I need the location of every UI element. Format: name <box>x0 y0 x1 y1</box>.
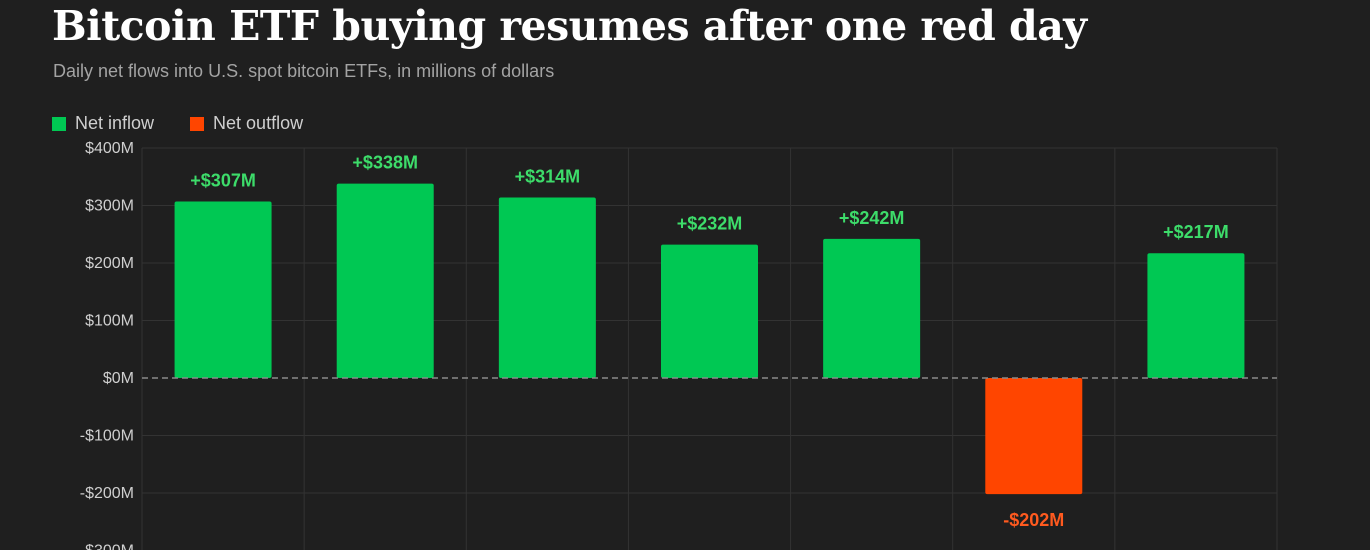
data-label: +$338M <box>352 153 418 173</box>
legend-swatch-inflow <box>52 116 66 131</box>
bar-inflow <box>823 238 921 378</box>
data-label: +$232M <box>677 214 743 234</box>
legend-label-outflow: Net outflow <box>213 113 304 133</box>
legend: Net inflow Net outflow <box>52 113 339 134</box>
y-tick-label: -$200M <box>80 485 134 502</box>
bar-inflow <box>336 183 434 378</box>
chart-subtitle: Daily net flows into U.S. spot bitcoin E… <box>53 61 555 81</box>
data-label: +$314M <box>515 166 581 186</box>
legend-label-inflow: Net inflow <box>75 113 155 133</box>
data-label: +$307M <box>190 170 256 190</box>
bar-inflow <box>174 201 272 378</box>
bar-inflow <box>661 244 758 378</box>
chart-title: Bitcoin ETF buying resumes after one red… <box>52 2 1087 50</box>
y-tick-label: $0M <box>103 370 134 387</box>
legend-swatch-outflow <box>190 116 205 131</box>
y-tick-label: $400M <box>85 140 134 157</box>
bar-inflow <box>498 197 596 378</box>
y-tick-label: $200M <box>85 255 134 272</box>
y-tick-label: -$300M <box>80 543 134 550</box>
legend-item-inflow: Net inflow <box>52 113 154 134</box>
bar-inflow <box>1147 253 1245 378</box>
y-tick-label: $300M <box>85 198 134 215</box>
legend-item-outflow: Net outflow <box>190 113 303 134</box>
data-label: -$202M <box>1003 510 1064 530</box>
y-tick-label: $100M <box>85 313 134 330</box>
data-label: +$217M <box>1163 222 1229 242</box>
y-tick-label: -$100M <box>80 428 134 445</box>
bar-outflow <box>985 378 1083 495</box>
data-label: +$242M <box>839 208 905 228</box>
